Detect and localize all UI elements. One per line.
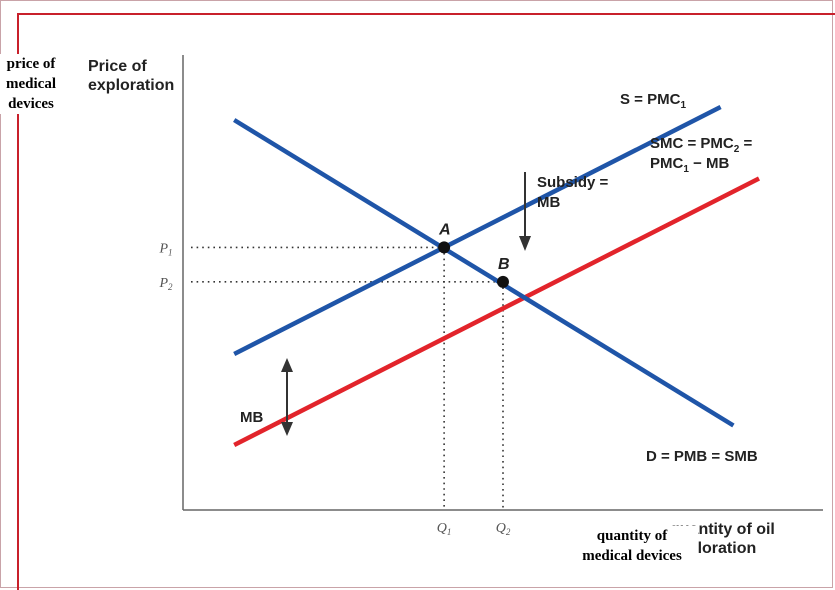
x-tick-label: Q2 [496,521,511,537]
demand-line-label: D = PMB = SMB [646,448,758,465]
x-axis-overlay-label: quantity of medical devices [566,526,698,566]
y-overlay-line: devices [8,96,54,112]
mb-arrow-head-down [281,422,293,436]
x-overlay-line: medical devices [582,548,682,564]
y-overlay-line: medical [6,76,56,92]
subsidy-label: MB [537,194,560,211]
y-tick-label: P2 [158,276,173,292]
smc-line-label: PMC1 − MB [650,155,729,175]
supply-line-label: S = PMC1 [620,91,686,111]
supply-line [233,104,722,357]
y-tick-label: P1 [158,241,172,257]
y-axis-label-line: Price of [88,58,147,75]
subsidy-label: Subsidy = [537,174,609,191]
smc-line-label: SMC = PMC2 = [650,135,752,155]
social-marginal-cost-line [233,176,761,448]
y-overlay-line: price of [6,56,56,72]
frame-left-border [17,13,19,590]
frame-top-border [17,13,835,15]
y-axis-overlay-label: price of medical devices [0,54,62,114]
subsidy-arrow-head [519,236,531,251]
point-label-a: A [438,221,451,238]
equilibrium-point-b [497,275,509,288]
mb-arrow-head-up [281,358,293,372]
x-overlay-line: quantity of [596,528,668,544]
y-axis-label-line: exploration [88,77,174,94]
x-tick-label: Q1 [437,521,452,537]
demand-line [233,118,735,428]
point-label-b: B [498,256,510,273]
mb-label: MB [240,409,263,426]
equilibrium-point-a [438,241,451,254]
